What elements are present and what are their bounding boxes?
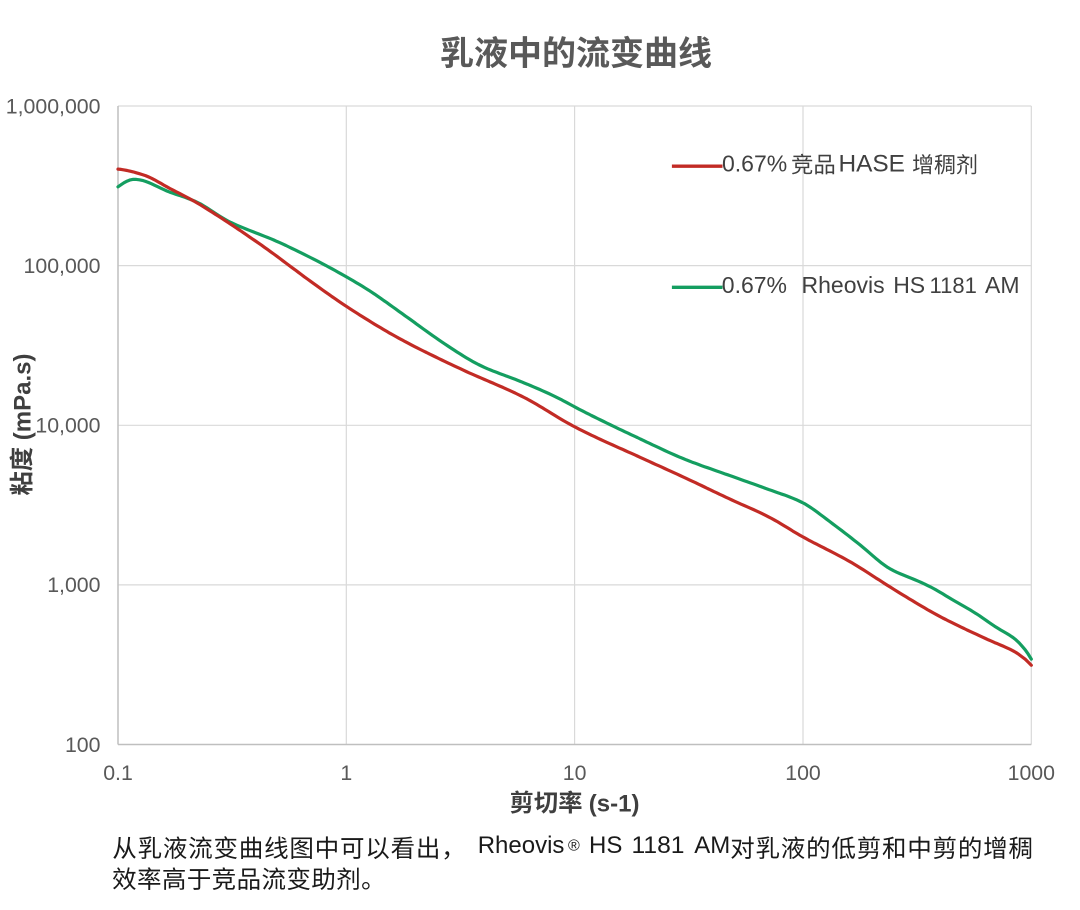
svg-text:100: 100 [785,761,821,785]
svg-text:10: 10 [563,761,587,785]
svg-text:Rheovis: Rheovis [802,272,885,298]
svg-text:1181: 1181 [632,832,685,859]
svg-text:HASE: HASE [839,151,905,178]
svg-text:AM: AM [694,832,730,859]
svg-text:1: 1 [340,761,352,785]
svg-text:(mPa.s): (mPa.s) [9,353,36,440]
svg-text:®: ® [568,838,580,855]
svg-text:0.1: 0.1 [103,761,133,785]
svg-text:0.67%: 0.67% [722,151,787,177]
svg-text:0.67%: 0.67% [722,272,787,298]
svg-text:1,000,000: 1,000,000 [6,94,101,118]
svg-text:1,000: 1,000 [47,573,100,597]
svg-text:100: 100 [65,733,101,757]
svg-text:1000: 1000 [1008,761,1056,785]
svg-text:(s-1): (s-1) [589,790,640,817]
svg-text:Rheovis: Rheovis [478,832,565,859]
svg-text:HS: HS [589,832,622,859]
svg-text:AM: AM [985,272,1020,298]
svg-text:10,000: 10,000 [35,414,100,438]
svg-text:1181: 1181 [930,273,977,298]
svg-text:100,000: 100,000 [24,254,101,278]
svg-text:HS: HS [893,272,925,298]
